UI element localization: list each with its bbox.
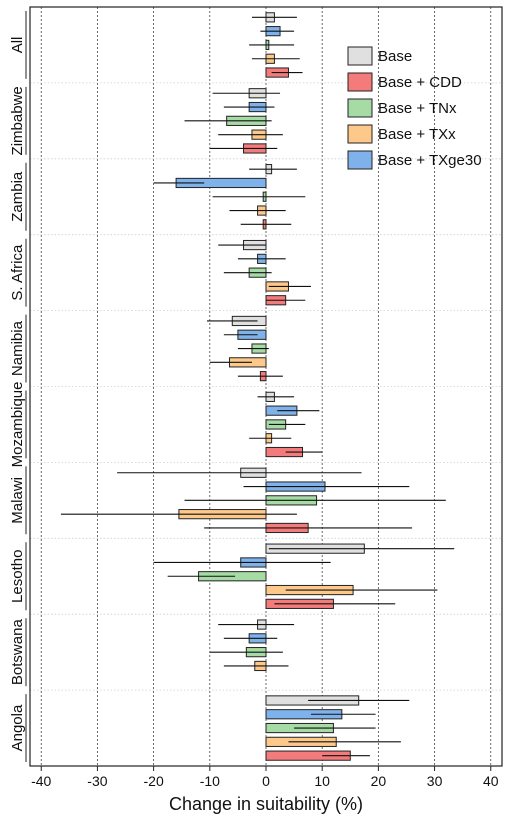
- category-label: Lesotho: [9, 550, 26, 603]
- category-label: All: [9, 37, 26, 54]
- legend-label: Base + TXx: [378, 126, 456, 143]
- x-tick-label: 10: [314, 773, 330, 789]
- x-tick-label: 40: [483, 773, 499, 789]
- category-separators: [30, 82, 502, 691]
- legend: Base Base + CDD Base + TNx Base + TXx Base +…: [347, 46, 482, 170]
- legend-label: Base + CDD: [378, 74, 462, 91]
- x-axis-title: Change in suitability (%): [169, 794, 363, 814]
- category-label: Zimbabwe: [9, 86, 26, 155]
- legend-label: Base + TNx: [378, 100, 457, 117]
- y-axis-category-labels: Angola Botswana Lesotho Malawi Mozambique Nam…: [9, 11, 27, 762]
- category-label: Malawi: [9, 477, 26, 524]
- legend-swatch: [347, 150, 373, 170]
- x-tick-label: 20: [371, 773, 387, 789]
- legend-label: Base + TXge30: [378, 152, 482, 169]
- x-tick-label: 0: [262, 773, 270, 789]
- x-tick-label: -10: [200, 773, 220, 789]
- category-label: Botswana: [9, 619, 26, 686]
- legend-swatch: [347, 124, 373, 144]
- x-tick-label: 30: [427, 773, 443, 789]
- category-label: Namibia: [9, 320, 26, 376]
- category-label: Angola: [9, 704, 26, 751]
- legend-swatch: [347, 72, 373, 92]
- category-label: Zambia: [9, 171, 26, 222]
- legend-label: Base: [378, 48, 412, 65]
- legend-swatch: [347, 98, 373, 118]
- x-tick-label: -20: [144, 773, 164, 789]
- x-axis-ticks: -40 -30 -20 -10 0 10 20 30 40: [31, 766, 499, 789]
- category-label: S. Africa: [9, 244, 26, 301]
- error-bars: [60, 16, 455, 757]
- category-label: Mozambique: [9, 382, 26, 468]
- x-tick-label: -40: [31, 773, 51, 789]
- legend-swatch: [347, 46, 373, 66]
- x-tick-label: -30: [87, 773, 107, 789]
